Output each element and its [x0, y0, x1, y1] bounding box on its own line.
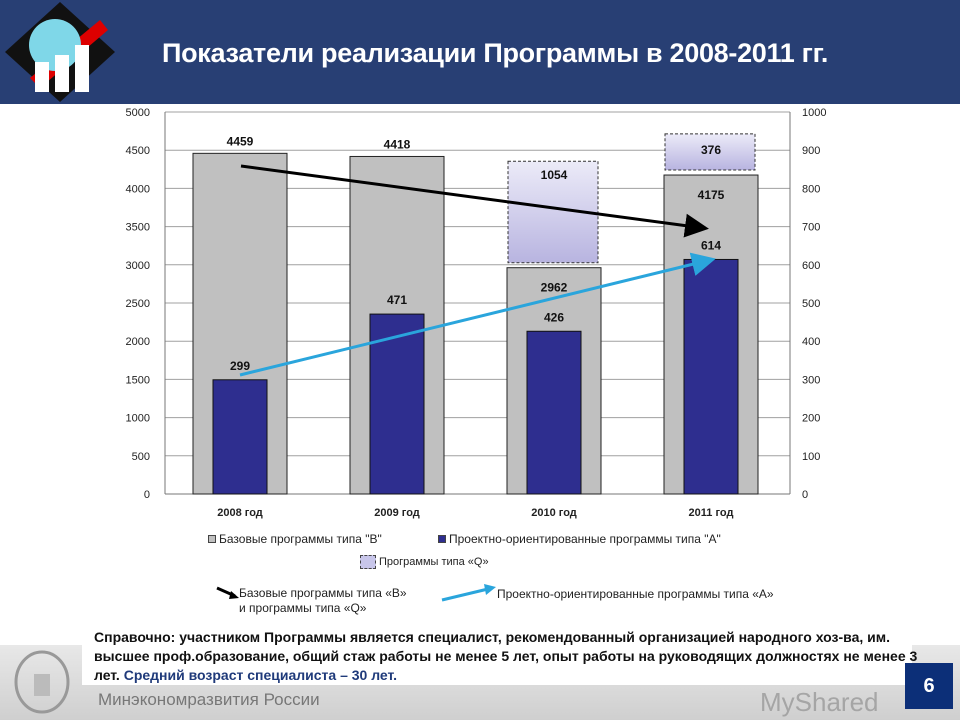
category-label: 2010 год [531, 507, 577, 519]
legend-label: Проектно-ориентированные программы типа … [449, 532, 721, 546]
right-tick-label: 100 [802, 451, 820, 463]
left-tick-label: 3500 [126, 222, 150, 234]
legend-label: Базовые программы типа "B" [219, 532, 382, 546]
data-label-b: 2962 [541, 281, 568, 295]
data-label-q: 1054 [541, 168, 568, 182]
category-label: 2008 год [217, 507, 263, 519]
right-tick-label: 600 [802, 260, 820, 272]
right-tick-label: 0 [802, 489, 808, 501]
right-tick-label: 500 [802, 298, 820, 310]
left-tick-label: 2500 [126, 298, 150, 310]
left-tick-label: 500 [132, 451, 150, 463]
right-tick-label: 900 [802, 145, 820, 157]
legend-swatch [360, 555, 376, 569]
legend-arrow-black: Базовые программы типа «В» и программы ти… [239, 586, 407, 616]
right-tick-label: 200 [802, 413, 820, 425]
right-tick-label: 700 [802, 222, 820, 234]
watermark: MyShared [760, 687, 879, 717]
left-tick-label: 0 [144, 489, 150, 501]
category-label: 2009 год [374, 507, 420, 519]
black-arrow-icon [216, 586, 239, 599]
data-label-b: 4459 [227, 134, 254, 148]
legend-label: и программы типа «Q» [239, 601, 367, 615]
data-label-a: 614 [701, 238, 721, 252]
right-tick-label: 300 [802, 374, 820, 386]
note-highlight: Средний возраст специалиста – 30 лет. [123, 667, 398, 683]
left-tick-label: 5000 [126, 107, 150, 119]
blue-arrow-icon [441, 584, 496, 602]
bar-project-a [212, 379, 268, 495]
legend-item-b: Базовые программы типа "B" [208, 532, 382, 546]
legend-swatch [438, 535, 446, 543]
bar-project-a [683, 258, 739, 495]
bar-project-a [526, 330, 582, 495]
page-title: Показатели реализации Программы в 2008-2… [162, 38, 829, 68]
reference-note: Справочно: участником Программы является… [94, 628, 934, 685]
left-tick-label: 2000 [126, 336, 150, 348]
note-text: Справочно: участником Программы является… [94, 629, 918, 683]
trend-arrow-b-q [240, 164, 709, 238]
ministry-name: Минэкономразвития России [98, 690, 320, 709]
data-label-a: 471 [387, 293, 407, 307]
left-tick-label: 3000 [126, 260, 150, 272]
bar-chart: 4459 299 4418 471 1054 2962 426 376 4175 614 0 0 500… [126, 107, 827, 519]
category-label: 2011 год [689, 507, 734, 519]
legend-item-a: Проектно-ориентированные программы типа … [438, 532, 721, 546]
data-label-b: 4418 [384, 137, 411, 151]
trend-arrow-a [239, 252, 716, 377]
bar-project-a [369, 313, 425, 495]
left-tick-label: 1000 [126, 413, 150, 425]
right-tick-label: 400 [802, 336, 820, 348]
data-label-a: 426 [544, 310, 564, 324]
legend-label: Программы типа «Q» [379, 556, 489, 568]
header-bar [0, 0, 960, 104]
legend-item-q: Программы типа «Q» [360, 555, 489, 569]
bar-program-q [664, 133, 756, 171]
program-logo [5, 2, 115, 102]
left-tick-label: 1500 [126, 374, 150, 386]
footer-panel [82, 645, 912, 685]
right-tick-label: 800 [802, 183, 820, 195]
data-label-a: 299 [230, 359, 250, 373]
legend-swatch [208, 535, 216, 543]
data-label-q: 376 [701, 143, 721, 157]
left-tick-label: 4000 [126, 183, 150, 195]
legend-arrow-blue: Проектно-ориентированные программы типа … [497, 587, 774, 601]
legend-label: Базовые программы типа «В» [239, 586, 407, 600]
page-number: 6 [905, 663, 953, 709]
right-tick-label: 1000 [802, 107, 826, 119]
left-tick-label: 4500 [126, 145, 150, 157]
coat-of-arms-icon [14, 650, 70, 714]
data-label-b: 4175 [698, 188, 725, 202]
